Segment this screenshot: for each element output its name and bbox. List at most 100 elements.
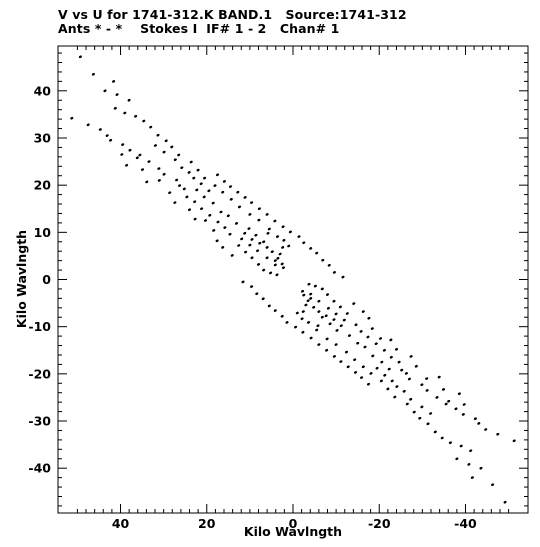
uv-point — [328, 322, 332, 326]
uv-point — [425, 389, 429, 392]
uv-point — [200, 207, 204, 211]
uv-point — [420, 405, 424, 409]
uv-point — [216, 220, 220, 224]
uv-point — [105, 134, 109, 137]
uv-point — [142, 119, 146, 123]
uv-point — [243, 196, 247, 199]
uv-point — [459, 444, 463, 448]
y-tick-label: 30 — [34, 130, 52, 145]
uv-point — [135, 156, 139, 160]
uv-point — [306, 299, 310, 303]
uv-point — [255, 292, 259, 296]
uv-point — [382, 348, 386, 352]
uv-point — [335, 329, 339, 332]
uv-point — [265, 213, 269, 216]
uv-point — [302, 241, 306, 245]
uv-point — [109, 138, 113, 142]
uv-point — [383, 373, 387, 377]
plot-subtitle: Ants * - * Stokes I IF# 1 - 2 Chan# 1 — [58, 21, 340, 36]
uv-point — [103, 89, 107, 93]
uv-point — [275, 273, 279, 277]
uv-point — [156, 133, 160, 137]
y-tick-label: 40 — [34, 83, 52, 98]
uv-point — [273, 219, 277, 223]
uv-point — [128, 148, 132, 152]
uv-point — [367, 316, 371, 320]
uv-point — [356, 341, 360, 345]
uv-point — [112, 80, 116, 83]
uv-point — [441, 388, 446, 391]
uv-point — [281, 246, 285, 249]
uv-point — [125, 163, 129, 167]
uv-point — [313, 284, 317, 288]
uv-point — [300, 317, 304, 321]
uv-point — [324, 314, 328, 318]
uv-point — [479, 466, 483, 470]
uv-point — [325, 348, 329, 352]
uv-point — [448, 441, 452, 445]
uv-point — [215, 173, 220, 177]
uv-point — [257, 207, 261, 211]
uv-point — [371, 354, 375, 358]
uv-point — [320, 315, 324, 319]
uv-point — [250, 201, 254, 204]
uv-point — [273, 263, 277, 267]
uv-point — [339, 324, 343, 328]
uv-point — [223, 226, 227, 229]
uv-point — [262, 268, 266, 272]
uv-point — [332, 271, 336, 274]
uv-point — [379, 379, 383, 383]
uv-point — [496, 432, 500, 436]
uv-point — [267, 227, 271, 231]
uv-point — [418, 416, 422, 420]
uv-point — [145, 180, 149, 184]
y-tick-label: -30 — [28, 414, 51, 429]
uv-point — [317, 299, 321, 303]
uv-point — [420, 383, 424, 387]
uv-point — [91, 72, 95, 76]
uv-point — [267, 304, 271, 308]
uv-point — [315, 251, 319, 255]
uv-point — [241, 280, 245, 284]
uv-point — [78, 55, 82, 59]
uv-point — [309, 297, 313, 300]
uv-point — [280, 262, 284, 266]
uv-point — [281, 225, 285, 229]
uv-point — [326, 306, 330, 310]
uv-point — [437, 375, 441, 379]
uv-point — [470, 476, 474, 479]
uv-point — [215, 239, 219, 243]
uv-point — [269, 271, 273, 275]
y-axis-label: Kilo Wavlngth — [14, 230, 29, 328]
x-axis-label: Kilo Wavlngth — [244, 524, 342, 539]
uv-point — [250, 238, 254, 241]
y-tick-label: 20 — [34, 178, 52, 193]
uv-point — [248, 213, 252, 216]
uv-point — [467, 463, 471, 466]
uv-point — [412, 410, 416, 414]
uv-point — [193, 217, 197, 221]
uv-point — [294, 325, 298, 329]
uv-point — [247, 227, 251, 230]
uv-point — [332, 355, 336, 358]
uv-point — [342, 318, 346, 322]
y-tick-labels: 40 30 20 10 0 -10 -20 -30 -40 — [28, 83, 51, 475]
uv-point — [240, 237, 244, 241]
uv-point — [455, 457, 459, 461]
uv-point — [347, 334, 352, 337]
uv-point — [207, 189, 211, 193]
uv-point — [254, 233, 258, 237]
uv-point — [444, 402, 448, 406]
uv-point — [484, 428, 488, 431]
uv-point — [221, 190, 225, 194]
uv-point — [226, 214, 230, 218]
uv-point — [221, 246, 225, 249]
uv-point — [153, 144, 157, 147]
uv-point — [409, 397, 413, 401]
uv-point — [285, 321, 289, 324]
uv-point — [361, 365, 365, 369]
uv-point — [237, 244, 241, 247]
uv-point — [338, 305, 342, 309]
uv-point — [462, 403, 466, 406]
